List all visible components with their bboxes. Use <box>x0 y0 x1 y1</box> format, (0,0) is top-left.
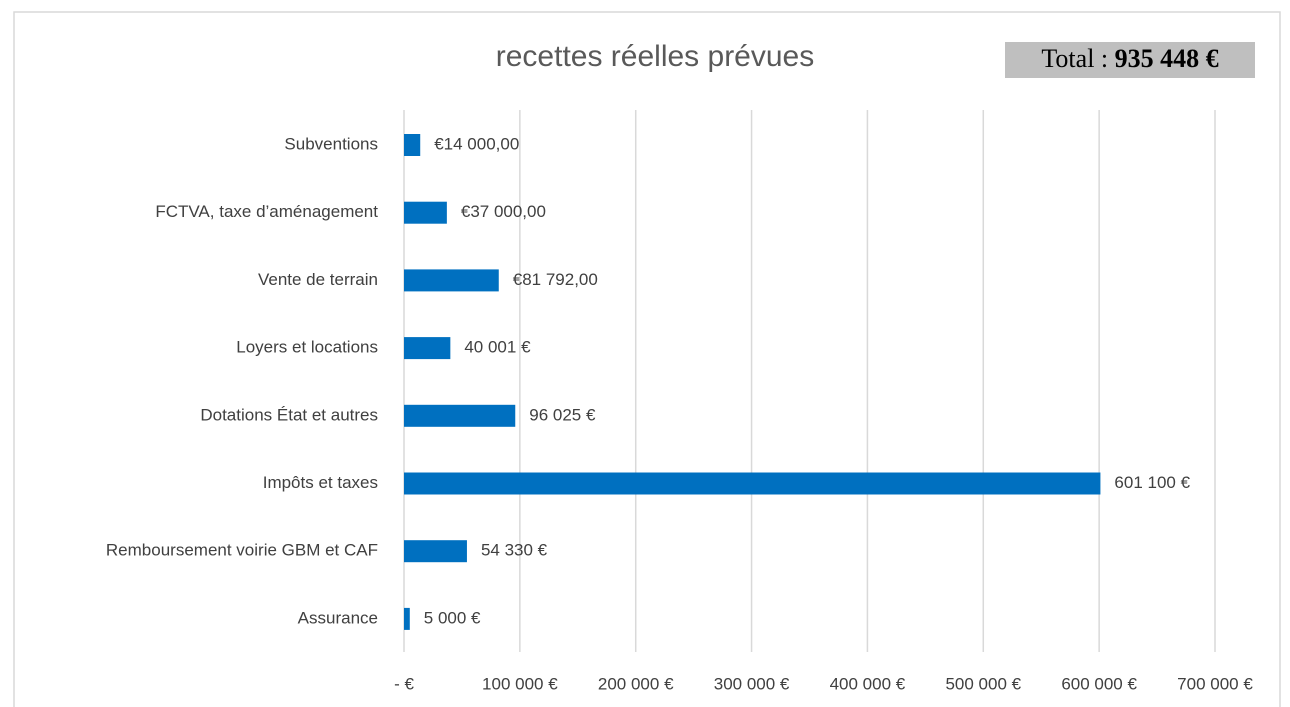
total-value: 935 448 € <box>1115 44 1219 73</box>
y-tick-label: Remboursement voirie GBM et CAF <box>106 541 378 560</box>
x-tick-label: - € <box>394 674 414 693</box>
y-tick-label: Dotations État et autres <box>200 405 378 424</box>
y-tick-label: Loyers et locations <box>236 338 378 357</box>
bar <box>404 404 516 427</box>
bar <box>404 607 410 630</box>
x-tick-label: 300 000 € <box>714 674 790 693</box>
total: Total : 935 448 € <box>1041 44 1218 73</box>
y-tick-label: Vente de terrain <box>258 270 378 289</box>
y-tick-label: Assurance <box>298 608 378 627</box>
bar <box>404 337 451 360</box>
data-label: €37 000,00 <box>461 202 546 221</box>
data-label: €14 000,00 <box>434 134 519 153</box>
x-tick-label: 100 000 € <box>482 674 558 693</box>
total-label: Total : <box>1041 44 1108 73</box>
data-label: €81 792,00 <box>513 270 598 289</box>
data-label: 601 100 € <box>1114 473 1190 492</box>
x-tick-label: 600 000 € <box>1061 674 1137 693</box>
x-tick-label: 200 000 € <box>598 674 674 693</box>
data-label: 5 000 € <box>424 608 481 627</box>
bar <box>404 134 421 156</box>
x-tick-label: 700 000 € <box>1177 674 1253 693</box>
chart-title: recettes réelles prévues <box>496 40 815 73</box>
y-tick-label: FCTVA, taxe d’aménagement <box>155 202 378 221</box>
data-label: 54 330 € <box>481 541 548 560</box>
total-box <box>1005 42 1255 78</box>
data-label: 96 025 € <box>529 405 596 424</box>
y-tick-label: Subventions <box>284 134 378 153</box>
bar <box>404 201 447 224</box>
chart-border <box>13 11 1281 707</box>
bar <box>404 269 499 292</box>
y-tick-label: Impôts et taxes <box>263 473 378 492</box>
bar <box>404 540 467 563</box>
bar <box>404 472 1101 495</box>
x-tick-label: 500 000 € <box>945 674 1021 693</box>
x-tick-label: 400 000 € <box>830 674 906 693</box>
data-label: 40 001 € <box>464 338 531 357</box>
